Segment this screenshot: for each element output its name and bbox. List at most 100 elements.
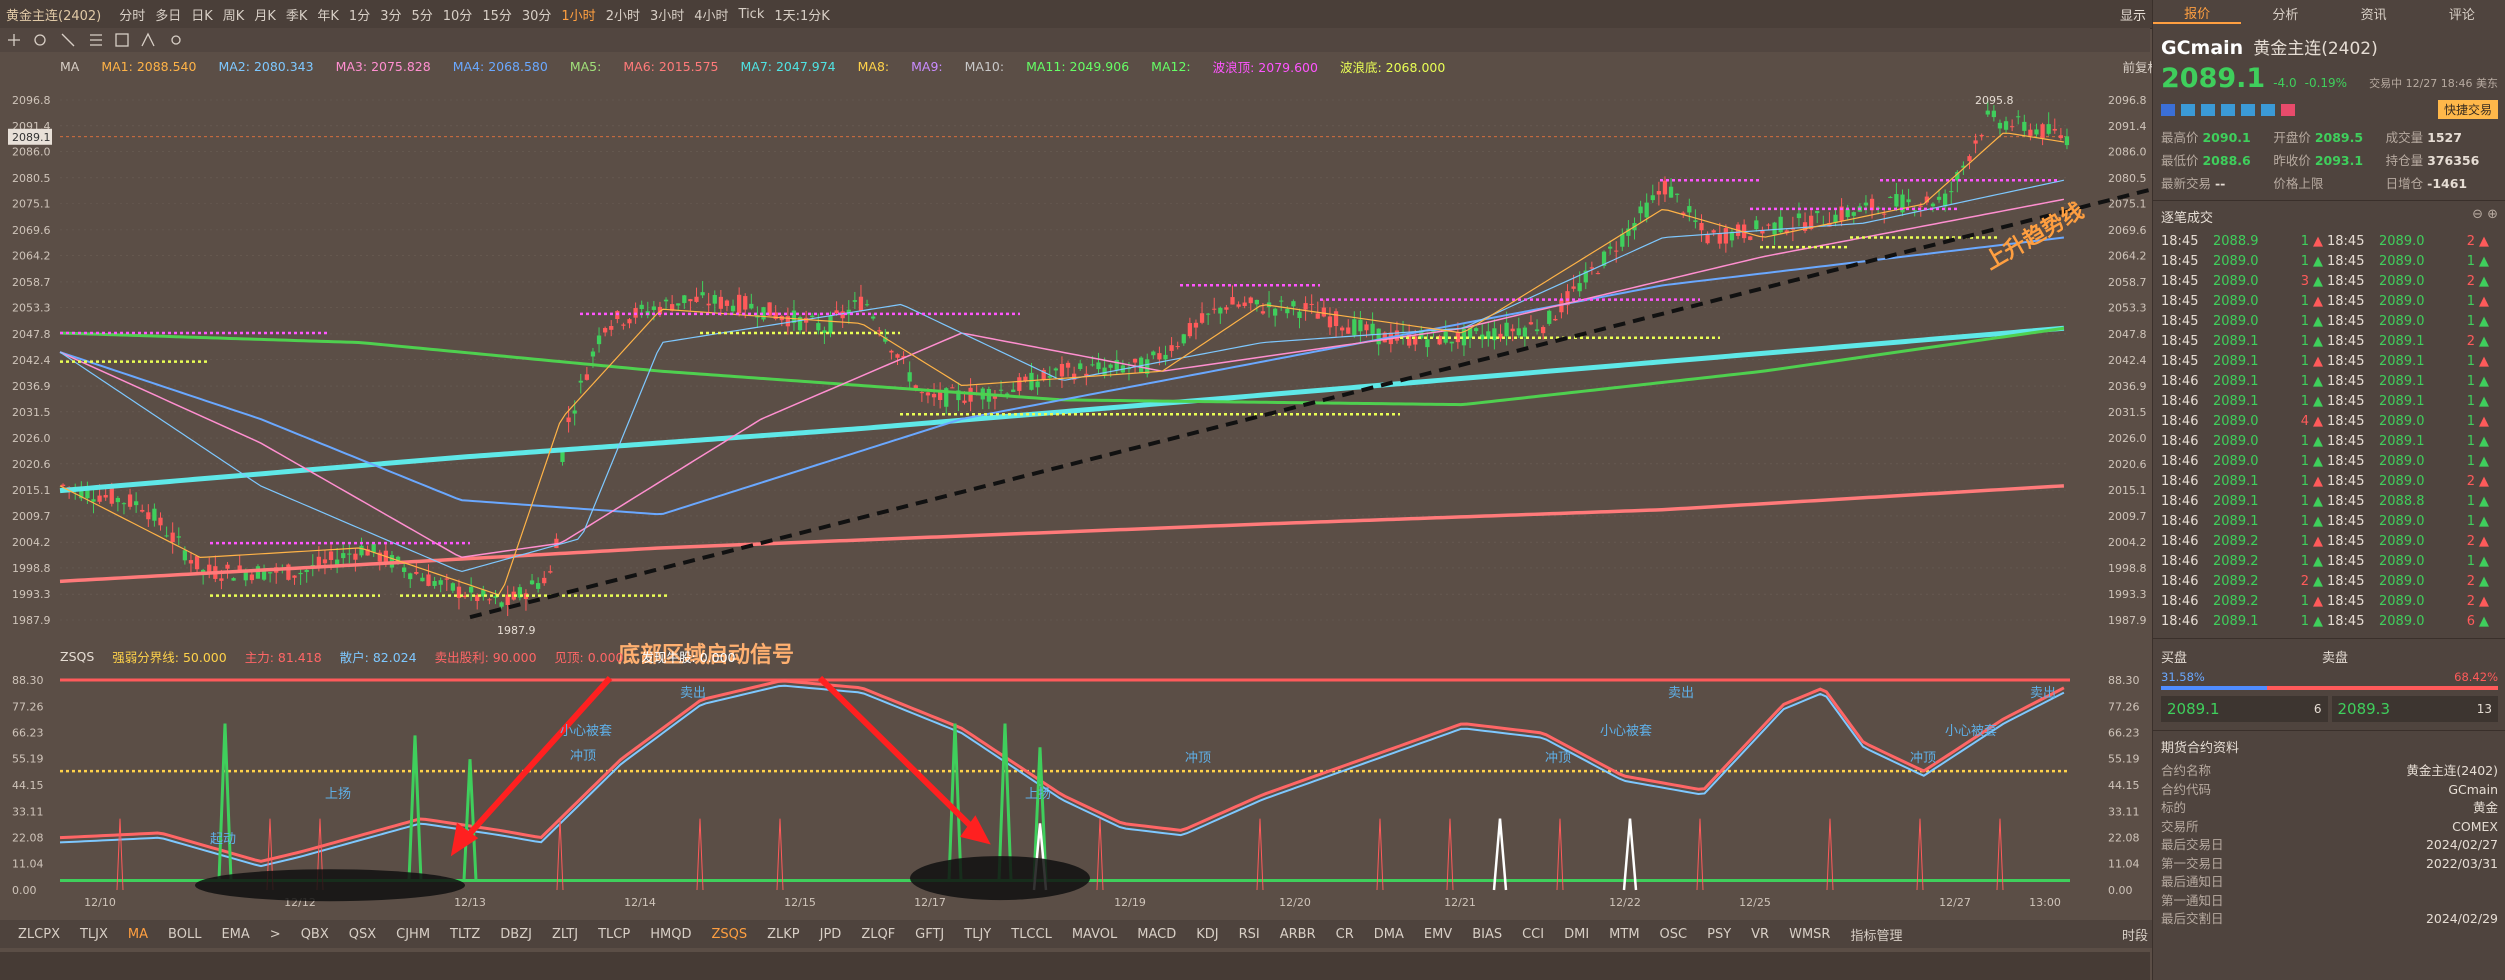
ma-item-3: MA3: 2075.828 (335, 58, 431, 74)
indicator-tab-qsx[interactable]: QSX (348, 926, 377, 942)
indicator-tab-tltz[interactable]: TLTZ (450, 926, 481, 942)
candle-body (1662, 180, 1668, 195)
indicator-tab-tljy[interactable]: TLJY (964, 926, 992, 942)
indicator-tab-kdj[interactable]: KDJ (1196, 926, 1219, 942)
candle-body (1888, 196, 1893, 198)
green-signal-spike (407, 735, 423, 881)
indicator-tab-boll[interactable]: BOLL (168, 926, 202, 942)
timeframe-17[interactable]: Tick (738, 6, 765, 22)
candle-body (462, 595, 468, 598)
indicator-tab-zlcpx[interactable]: ZLCPX (18, 926, 60, 942)
indicator-tab-dbzj[interactable]: DBZJ (500, 926, 532, 942)
candle-body (1023, 376, 1028, 381)
indicator-tab-macd[interactable]: MACD (1137, 926, 1177, 942)
chart-icon[interactable] (2221, 103, 2235, 116)
indicator-tab-dma[interactable]: DMA (1373, 926, 1404, 942)
candle-body (919, 392, 924, 394)
candle-body (536, 583, 541, 589)
candle-body (560, 452, 565, 462)
ma-type[interactable]: MA (60, 58, 80, 74)
timeframe-7[interactable]: 1分 (348, 8, 371, 24)
indicator-tab-rsi[interactable]: RSI (1238, 926, 1260, 942)
timeframe-15[interactable]: 3小时 (649, 8, 685, 24)
indicator-tab-cr[interactable]: CR (1335, 926, 1354, 942)
indicator-tab-jpd[interactable]: JPD (819, 926, 842, 942)
indicator-tab-mtm[interactable]: MTM (1609, 926, 1640, 942)
indicator-tab->[interactable]: > (269, 926, 281, 942)
indicator-tab-vr[interactable]: VR (1751, 926, 1770, 942)
indicator-tab-bias[interactable]: BIAS (1472, 926, 1503, 942)
indicator-tab-gftj[interactable]: GFTJ (915, 926, 945, 942)
timeframe-16[interactable]: 4小时 (694, 8, 729, 24)
indicator-tab-指标管理[interactable]: 指标管理 (1850, 928, 1903, 944)
candle-body (871, 316, 876, 319)
candle-body (730, 305, 736, 312)
indicator-tab-mavol[interactable]: MAVOL (1071, 926, 1118, 942)
indicator-tab-qbx[interactable]: QBX (300, 926, 329, 942)
candle-body (1315, 313, 1320, 319)
timeframe-8[interactable]: 3分 (380, 8, 402, 24)
timeframe-11[interactable]: 15分 (482, 8, 512, 24)
indicator-tab-zlqf[interactable]: ZLQF (861, 926, 896, 942)
indicator-tab-zltj[interactable]: ZLTJ (551, 926, 579, 942)
panel-tab-0[interactable]: 报价 (2153, 3, 2242, 24)
quote-cell-3: 最低价 2088.6 (2161, 153, 2251, 168)
indicator-tab-tljx[interactable]: TLJX (79, 926, 108, 942)
display-menu[interactable]: 显示 (2119, 8, 2146, 24)
price-tick-right: 2020.6 (2108, 458, 2147, 471)
timeframe-2[interactable]: 日K (191, 8, 213, 24)
timeframe-1[interactable]: 多日 (155, 8, 182, 24)
indicator-tab-ema[interactable]: EMA (221, 926, 250, 942)
panel-tab-2[interactable]: 资讯 (2360, 7, 2387, 23)
quick-trade-button[interactable]: 快捷交易 (2437, 100, 2498, 119)
drawing-tools-icons[interactable] (0, 28, 340, 52)
indicator-tab-cjhm[interactable]: CJHM (396, 926, 431, 942)
indicator-tab-emv[interactable]: EMV (1423, 926, 1453, 942)
timeframe-13[interactable]: 1小时 (561, 8, 596, 24)
price-tick-left: 2009.7 (12, 510, 51, 523)
ma7-line (59, 325, 2065, 494)
trade-row: 18:45 2089.1 1 ▲ 18:45 2089.1 2 ▲ (2161, 334, 2489, 349)
timeframe-6[interactable]: 年K (317, 8, 339, 24)
timeframe-14[interactable]: 2小时 (605, 8, 640, 24)
candle-body (201, 569, 206, 573)
indicator-tab-wmsr[interactable]: WMSR (1789, 926, 1831, 942)
panel-tab-1[interactable]: 分析 (2272, 7, 2299, 23)
indicator-tab-ma[interactable]: MA (127, 926, 149, 942)
timeframe-5[interactable]: 季K (285, 8, 308, 24)
share-icon[interactable] (2181, 103, 2195, 116)
candle-body (1936, 196, 1942, 200)
timeframe-9[interactable]: 5分 (411, 8, 433, 24)
restore-label[interactable]: 前复权 (2122, 59, 2160, 75)
trades-title: 逐笔成交 (2161, 211, 2214, 226)
candle-body (450, 583, 455, 591)
period-label[interactable]: 时段 (2121, 928, 2148, 944)
bell-icon[interactable] (2261, 103, 2275, 116)
indicator-name[interactable]: ZSQS (60, 648, 95, 664)
indicator-tab-dmi[interactable]: DMI (1564, 926, 1590, 942)
indicator-tick-right: 44.15 (2108, 779, 2140, 792)
panel-tab-3[interactable]: 评论 (2448, 7, 2475, 23)
timeframe-3[interactable]: 周K (222, 8, 245, 24)
indicator-tab-zlkp[interactable]: ZLKP (767, 926, 800, 942)
indicator-tab-cci[interactable]: CCI (1522, 926, 1545, 942)
indicator-tab-zsqs[interactable]: ZSQS (711, 926, 748, 942)
indicator-tab-hmqd[interactable]: HMQD (650, 926, 692, 942)
indicator-tabs: ZLCPX TLJX MA BOLL EMA > QBX QSX CJHM TLTZ DBZJ ZLT… (0, 920, 2168, 948)
indicator-tab-arbr[interactable]: ARBR (1279, 926, 1316, 942)
timeframe-18[interactable]: 1天:1分K (774, 8, 830, 24)
indicator-tab-osc[interactable]: OSC (1659, 926, 1688, 942)
note-icon[interactable] (2241, 103, 2255, 116)
timeframe-0[interactable]: 分时 (119, 8, 146, 24)
indicator-tab-psy[interactable]: PSY (1707, 926, 1732, 942)
indicator-tab-tlcp[interactable]: TLCP (598, 926, 631, 942)
heart-icon[interactable] (2281, 103, 2295, 116)
alert-icon[interactable] (2201, 103, 2215, 116)
indicator-tab-tlccl[interactable]: TLCCL (1011, 926, 1052, 942)
ma6-line (59, 484, 2065, 584)
timeframe-10[interactable]: 10分 (442, 8, 473, 24)
timeframe-12[interactable]: 30分 (521, 8, 552, 24)
timeframe-4[interactable]: 月K (254, 8, 276, 24)
trades-settings-icon[interactable]: ⊖ ⊕ (2472, 207, 2498, 222)
